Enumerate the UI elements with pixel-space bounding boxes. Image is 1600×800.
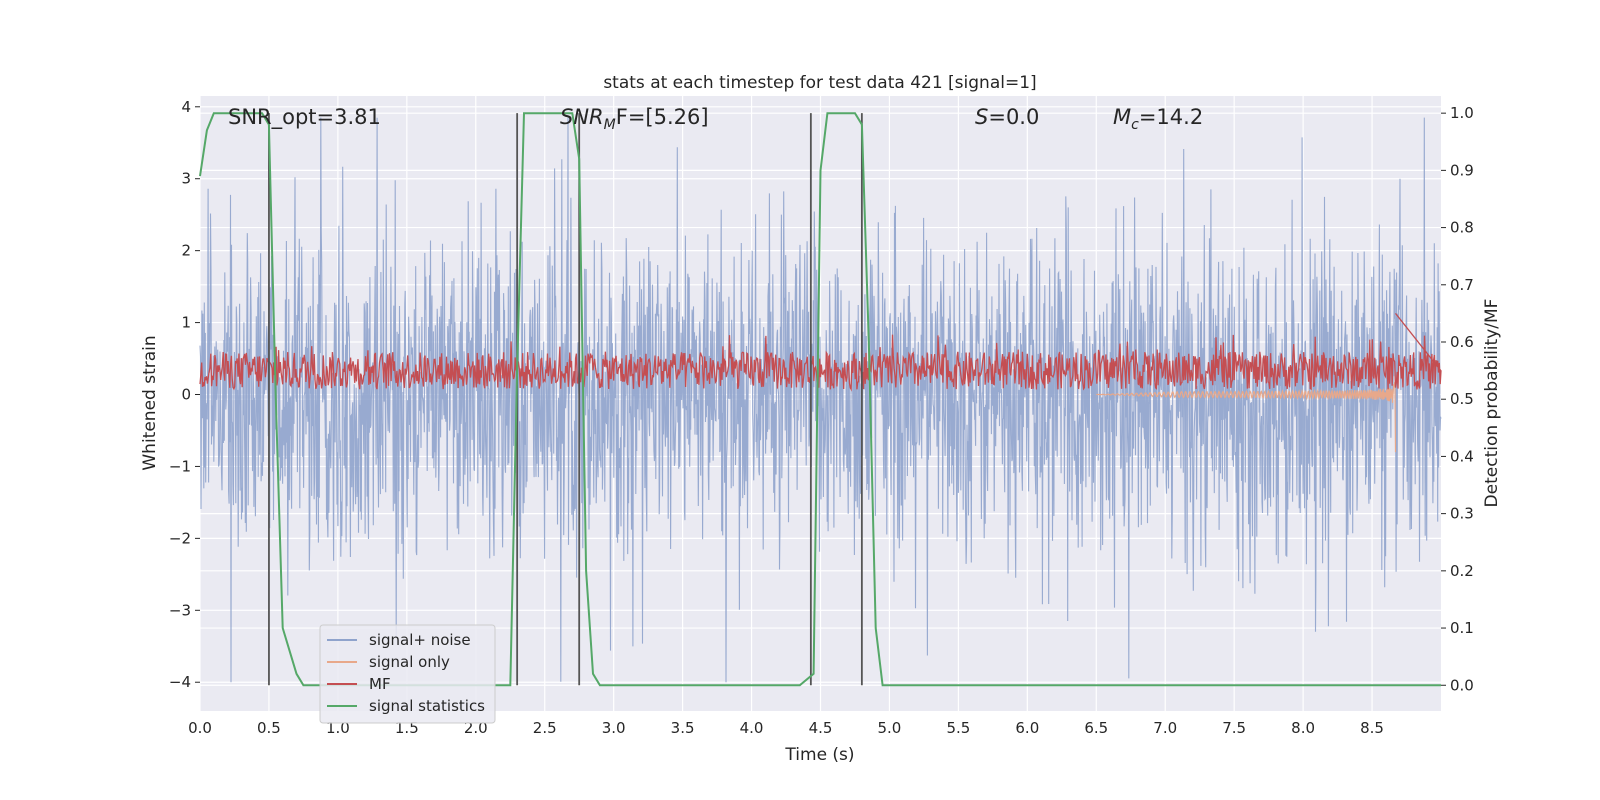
- x-tick-labels: 0.0 0.5 1.0 1.5 2.0 2.5 3.0 3.5 4.0 4.5 5.0 5.5 6.0 6…: [188, 719, 1384, 737]
- annotation-snr-opt: SNR_opt=3.81: [228, 105, 381, 130]
- legend-label-mf: MF: [369, 675, 391, 693]
- annotation-snr-mf: SNRMF=[5.26]: [560, 105, 709, 133]
- x-tick-label: 7.5: [1222, 719, 1246, 737]
- signal-only-series: [1096, 381, 1397, 453]
- x-tick-label: 5.5: [946, 719, 970, 737]
- x-tick-label: 6.5: [1084, 719, 1108, 737]
- legend-label-signal-noise: signal+ noise: [369, 631, 471, 649]
- y-left-tick-labels: 4 3 2 1 0 −1 −2 −3 −4: [169, 98, 200, 691]
- y-left-tick-label: 1: [181, 314, 191, 332]
- y-left-tick-label: 0: [181, 386, 191, 404]
- annotation-snr-mf-main: SNR: [560, 105, 604, 129]
- x-tick-label: 8.0: [1291, 719, 1315, 737]
- x-tick-label: 3.0: [602, 719, 626, 737]
- annotation-mc-sub: c: [1131, 117, 1139, 133]
- x-tick-label: 0.5: [257, 719, 281, 737]
- y-right-tick-label: 0.2: [1450, 562, 1474, 580]
- y-right-tick-labels: 1.0 0.9 0.8 0.7 0.6 0.5 0.4 0.3 0.2 0.1 0.0: [1441, 104, 1474, 694]
- annotation-s-main: S: [975, 105, 988, 129]
- y-left-tick-label: −3: [169, 601, 191, 619]
- x-tick-label: 2.5: [533, 719, 557, 737]
- annotation-mc: Mc=14.2: [1113, 105, 1203, 133]
- y-left-tick-label: −1: [169, 457, 191, 475]
- x-tick-label: 0.0: [188, 719, 212, 737]
- x-tick-label: 6.0: [1015, 719, 1039, 737]
- y-right-tick-label: 0.4: [1450, 447, 1474, 465]
- legend-box: [319, 624, 496, 724]
- y-right-tick-label: 0.3: [1450, 505, 1474, 523]
- y-left-tick-label: 4: [181, 98, 191, 116]
- y-right-axis-label: Detection probability/MF: [1482, 299, 1502, 508]
- legend-label-signal-only: signal only: [369, 653, 450, 671]
- annotation-mc-main: M: [1113, 105, 1131, 129]
- y-left-axis-label: Whitened strain: [140, 335, 160, 470]
- signal-noise-line: [199, 117, 1442, 683]
- signal-statistics-line: [199, 112, 1441, 687]
- mf-line: [199, 312, 1442, 392]
- chart-title: stats at each timestep for test data 421…: [603, 73, 1036, 93]
- y-left-tick-label: 2: [181, 242, 191, 260]
- y-left-tick-label: 3: [181, 170, 191, 188]
- y-left-tick-label: −2: [169, 529, 191, 547]
- y-right-tick-label: 0.0: [1450, 676, 1474, 694]
- signal-noise-series: [199, 117, 1442, 683]
- y-left-tick-label: −4: [169, 673, 191, 691]
- detection-vlines: [268, 113, 863, 686]
- annotation-s-rest: =0.0: [988, 105, 1039, 129]
- x-tick-label: 5.0: [878, 719, 902, 737]
- x-tick-label: 3.5: [671, 719, 695, 737]
- y-right-tick-label: 0.8: [1450, 219, 1474, 237]
- x-tick-label: 8.5: [1360, 719, 1384, 737]
- y-right-tick-label: 0.6: [1450, 333, 1474, 351]
- x-tick-label: 4.0: [740, 719, 764, 737]
- annotation-snr-mf-sub: M: [604, 117, 616, 133]
- legend: signal+ noise signal only MF signal stat…: [319, 624, 496, 724]
- legend-label-signal-statistics: signal statistics: [369, 697, 485, 715]
- x-tick-label: 4.5: [809, 719, 833, 737]
- annotation-s: S=0.0: [975, 105, 1039, 129]
- x-tick-label: 7.0: [1153, 719, 1177, 737]
- y-right-tick-label: 0.9: [1450, 161, 1474, 179]
- y-right-tick-label: 0.7: [1450, 276, 1474, 294]
- annotation-mc-rest: =14.2: [1139, 105, 1203, 129]
- signal-only-line: [1096, 381, 1397, 453]
- y-right-tick-label: 0.1: [1450, 619, 1474, 637]
- mf-series: [199, 312, 1442, 392]
- y-right-tick-label: 0.5: [1450, 390, 1474, 408]
- signal-statistics-series: [199, 112, 1441, 687]
- y-right-tick-label: 1.0: [1450, 104, 1474, 122]
- annotation-snr-mf-rest: F=[5.26]: [616, 105, 709, 129]
- x-axis-label: Time (s): [784, 745, 854, 765]
